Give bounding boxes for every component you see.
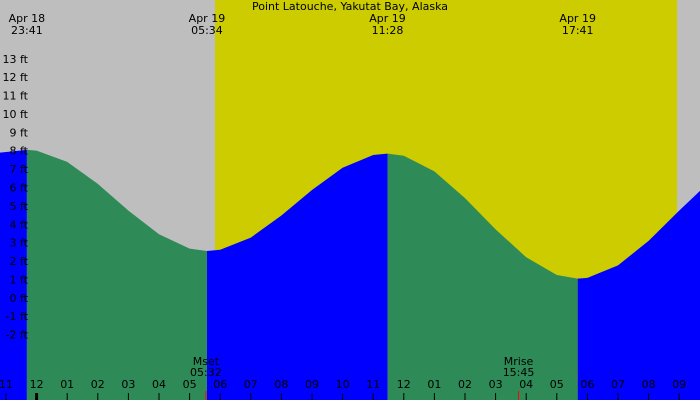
extreme-date: Apr 18: [9, 12, 46, 25]
moon-time: 15:45: [503, 366, 535, 379]
x-tick-label: 04: [152, 378, 166, 391]
y-tick-label: 4 ft: [10, 218, 29, 231]
x-tick-label: 01: [60, 378, 74, 391]
x-tick-label: 08: [642, 378, 656, 391]
x-tick-label: 11: [0, 378, 13, 391]
y-tick-label: 11 ft: [3, 90, 29, 103]
x-tick-label: 02: [91, 378, 105, 391]
y-tick-label: 2 ft: [10, 255, 29, 268]
x-tick-label: 06: [580, 378, 594, 391]
tide-area: [577, 190, 700, 400]
x-tick-label: 07: [611, 378, 625, 391]
x-tick-label: 07: [244, 378, 258, 391]
x-tick-label: 06: [213, 378, 227, 391]
x-tick-label: 12: [397, 378, 411, 391]
y-tick-label: 12 ft: [3, 71, 29, 84]
tide-area: [206, 153, 388, 400]
tide-area: [0, 149, 27, 400]
y-tick-label: 1 ft: [10, 273, 29, 286]
x-tick-label: 01: [427, 378, 441, 391]
extreme-time: 11:28: [372, 24, 404, 37]
extreme-time: 23:41: [11, 24, 43, 37]
extreme-time: 17:41: [562, 24, 594, 37]
x-tick-label: 03: [489, 378, 503, 391]
x-tick-label: 02: [458, 378, 472, 391]
y-tick-label: 0 ft: [10, 292, 29, 305]
extreme-date: Apr 19: [559, 12, 596, 25]
extreme-time: 05:34: [191, 24, 223, 37]
x-tick-label: 09: [305, 378, 319, 391]
x-tick-label: 11: [366, 378, 380, 391]
chart-title: Point Latouche, Yakutat Bay, Alaska: [252, 0, 448, 13]
x-tick-label: 09: [672, 378, 686, 391]
x-tick-label: 03: [121, 378, 135, 391]
y-tick-label: 6 ft: [10, 182, 29, 195]
y-tick-label: 5 ft: [10, 200, 29, 213]
extreme-date: Apr 19: [369, 12, 406, 25]
x-tick-label: 04: [519, 378, 533, 391]
x-tick-label: 05: [183, 378, 197, 391]
moon-label: Mrise: [504, 355, 534, 368]
y-tick-label: 10 ft: [3, 108, 29, 121]
y-tick-label: 13 ft: [3, 53, 29, 66]
tide-area: [26, 149, 207, 400]
tide-area: [387, 153, 578, 400]
x-tick-label: 10: [336, 378, 350, 391]
moon-label: Mset: [193, 355, 220, 368]
y-tick-label: -2 ft: [6, 329, 29, 342]
extreme-date: Apr 19: [189, 12, 226, 25]
y-tick-label: 3 ft: [10, 237, 29, 250]
x-tick-label: 08: [274, 378, 288, 391]
y-tick-label: 8 ft: [10, 145, 29, 158]
y-tick-label: -1 ft: [6, 310, 29, 323]
x-tick-label: 05: [550, 378, 564, 391]
y-tick-label: 7 ft: [10, 163, 29, 176]
moon-time: 05:32: [190, 366, 222, 379]
y-tick-label: 9 ft: [10, 126, 29, 139]
x-tick-label: 12: [30, 378, 44, 391]
